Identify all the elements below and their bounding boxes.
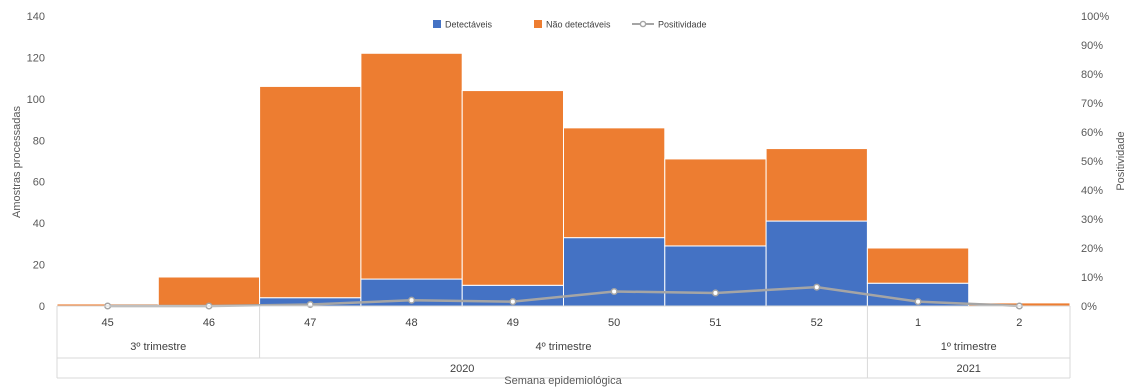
legend-label-positividade: Positividade xyxy=(658,20,707,30)
x-axis: 45 46 47 48 49 50 51 52 1 2 3º trimestre 4º trimest… xyxy=(56,305,1071,379)
bar-n-o-detect-veis-1 xyxy=(866,247,970,284)
y2-tick-label: 70% xyxy=(1081,98,1103,110)
positivity-point xyxy=(813,283,821,291)
legend-swatch-marker xyxy=(639,20,647,28)
y2-tick-label: 50% xyxy=(1081,156,1103,168)
bar-n-o-detect-veis-46 xyxy=(157,276,261,307)
y-tick-label: 60 xyxy=(33,177,45,189)
y2-tick-label: 60% xyxy=(1081,127,1103,139)
bars xyxy=(56,52,1071,307)
quarter-label: 3º trimestre xyxy=(130,341,186,353)
x-tick-label: 52 xyxy=(811,317,823,329)
bar-n-o-detect-veis-48 xyxy=(360,52,463,280)
quarter-label: 4º trimestre xyxy=(536,341,592,353)
bar-n-o-detect-veis-51 xyxy=(664,158,767,247)
positivity-point xyxy=(306,301,314,309)
positivity-line xyxy=(104,283,1023,310)
y-tick-label: 0 xyxy=(39,301,45,313)
y-tick-label: 40 xyxy=(33,218,45,230)
positivity-point xyxy=(610,287,618,296)
x-tick-label: 47 xyxy=(304,317,316,329)
x-tick-label: 50 xyxy=(608,317,620,329)
y-axis-title: Amostras processadas xyxy=(11,106,23,218)
y2-tick-label: 30% xyxy=(1081,214,1103,226)
bar-detect-veis-51 xyxy=(664,245,767,307)
y2-tick-label: 10% xyxy=(1081,272,1103,284)
bar-n-o-detect-veis-47 xyxy=(259,85,362,299)
y-tick-label: 100 xyxy=(27,94,45,106)
legend[interactable]: Detectáveis Não detectáveis Positividade xyxy=(433,20,707,30)
quarter-label: 1º trimestre xyxy=(941,341,997,353)
y-tick-label: 80 xyxy=(33,135,45,147)
year-label: 2021 xyxy=(956,363,980,375)
x-tick-label: 2 xyxy=(1016,317,1022,329)
positivity-point xyxy=(711,289,720,297)
x-tick-label: 51 xyxy=(709,317,721,329)
legend-label-detect-veis: Detectáveis xyxy=(445,20,493,30)
positivity-point xyxy=(408,296,416,304)
bar-n-o-detect-veis-49 xyxy=(461,90,565,286)
year-label: 2020 xyxy=(450,363,474,375)
y2-tick-label: 0% xyxy=(1081,301,1097,313)
y-axis-ticks: 0 20 40 60 80 100 120 140 xyxy=(27,11,45,313)
x-tick-label: 1 xyxy=(915,317,921,329)
positivity-point xyxy=(509,298,517,306)
bar-n-o-detect-veis-50 xyxy=(563,127,666,239)
x-tick-label: 46 xyxy=(203,317,215,329)
y-tick-label: 140 xyxy=(27,11,45,23)
y2-axis-ticks: 0% 10% 20% 30% 40% 50% 60% 70% 80% 90% 100% xyxy=(1081,11,1109,313)
x-tick-label: 49 xyxy=(507,317,519,329)
y2-axis-title: Positividade xyxy=(1115,131,1127,190)
y2-tick-label: 100% xyxy=(1081,11,1109,23)
legend-label-n-o-detect-veis: Não detectáveis xyxy=(546,20,611,30)
legend-swatch-detect-veis xyxy=(433,20,441,28)
y-tick-label: 120 xyxy=(27,52,45,64)
y2-tick-label: 20% xyxy=(1081,243,1103,255)
y2-tick-label: 90% xyxy=(1081,40,1103,52)
positivity-line-path xyxy=(107,285,1020,308)
x-tick-label: 45 xyxy=(102,317,114,329)
positivity-point xyxy=(914,298,922,306)
x-tick-label: 48 xyxy=(405,317,417,329)
y2-tick-label: 80% xyxy=(1081,69,1103,81)
y-tick-label: 20 xyxy=(33,260,45,272)
y2-tick-label: 40% xyxy=(1081,185,1103,197)
bar-n-o-detect-veis-52 xyxy=(765,148,868,222)
legend-swatch-n-o-detect-veis xyxy=(534,20,542,28)
x-axis-title: Semana epidemiológica xyxy=(504,375,622,387)
